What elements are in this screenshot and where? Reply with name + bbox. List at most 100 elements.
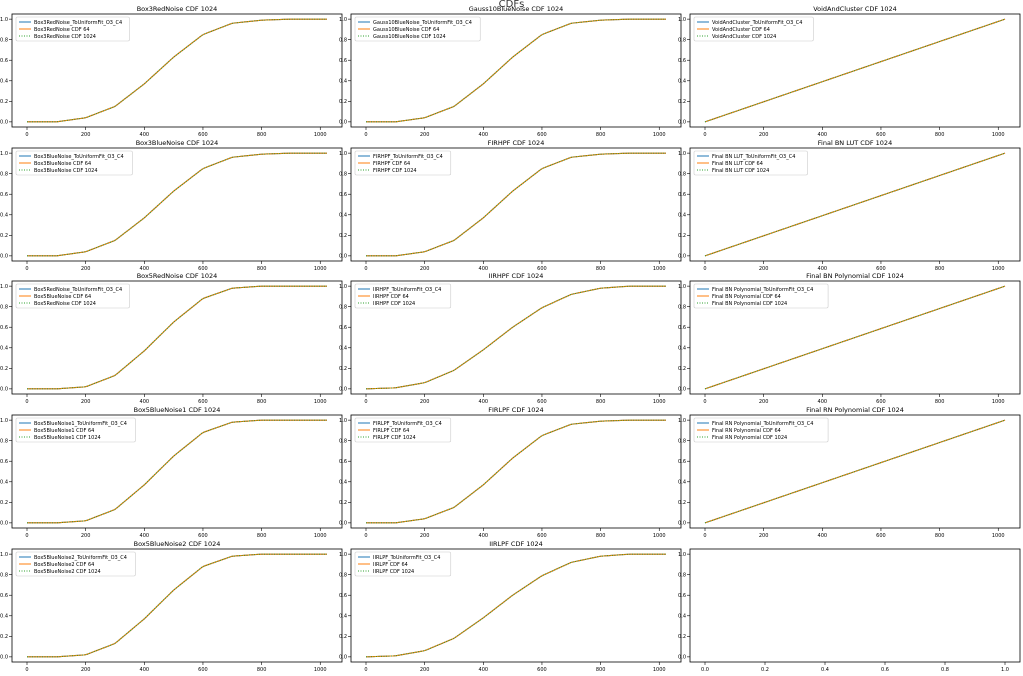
- y-tick-label: 1.0: [339, 284, 347, 290]
- legend-box: [15, 150, 133, 176]
- x-tick-label: 800: [935, 533, 945, 539]
- x-tick-label: 400: [140, 399, 150, 405]
- x-tick-label: 1.0: [1001, 667, 1009, 672]
- legend: Final BN Polynomial_ToUniformFit_O3_C4Fi…: [693, 283, 829, 309]
- legend-label: Box5BlueNoise2 CDF 1024: [34, 569, 101, 575]
- y-tick-label: 0.6: [678, 325, 686, 331]
- y-tick-label: 0.2: [0, 99, 8, 105]
- y-tick-label: 0.2: [339, 99, 347, 105]
- legend-label: VoidAndCluster CDF 1024: [712, 34, 776, 40]
- legend-label: Final RN Polynomial_ToUniformFit_O3_C4: [712, 421, 813, 427]
- legend-label: FIRLPF CDF 1024: [373, 435, 416, 441]
- y-tick-label: 0.0: [678, 387, 686, 393]
- legend-label: Final BN LUT CDF 64: [712, 161, 763, 167]
- x-tick-label: 600: [537, 533, 547, 539]
- x-tick-label: 200: [81, 667, 91, 672]
- x-tick-label: 400: [818, 266, 828, 272]
- x-tick-label: 0: [364, 399, 367, 405]
- x-tick-label: 400: [140, 132, 150, 138]
- x-tick-label: 200: [81, 533, 91, 539]
- x-tick-label: 800: [596, 667, 606, 672]
- y-tick-label: 0.8: [678, 438, 686, 444]
- x-tick-label: 0: [25, 266, 28, 272]
- legend-label: Gauss10BlueNoise_ToUniformFit_O3_C4: [373, 20, 472, 26]
- legend-label: IIRHPF_ToUniformFit_O3_C4: [373, 287, 441, 293]
- y-tick-label: 0.8: [0, 37, 8, 43]
- axes-frame: [689, 548, 1021, 663]
- subplot: VoidAndCluster CDF 1024 0 200 400 600 800 1000…: [678, 5, 1021, 138]
- y-tick-label: 0.4: [678, 213, 686, 219]
- subplot: Box5RedNoise CDF 1024 0 200 400 600 800 1000 0.…: [0, 272, 343, 405]
- y-tick-label: 0.4: [678, 79, 686, 85]
- x-tick-label: 1000: [992, 399, 1005, 405]
- x-tick-label: 400: [140, 667, 150, 672]
- x-tick-label: 800: [935, 132, 945, 138]
- y-tick-label: 0.0: [678, 254, 686, 260]
- legend-box: [693, 16, 814, 42]
- legend-box: [354, 551, 452, 577]
- series-line: [704, 152, 1006, 257]
- y-tick-label: 0.8: [0, 438, 8, 444]
- legend-label: Box5BlueNoise1 CDF 1024: [34, 435, 101, 441]
- x-tick-label: 0: [364, 266, 367, 272]
- legend-box: [15, 283, 130, 309]
- y-tick-label: 0.4: [339, 346, 347, 352]
- series-line: [704, 285, 1006, 390]
- subplot: IIRLPF CDF 1024 0 200 400 600 800 1000 0.0 0.2 0.…: [339, 540, 682, 673]
- x-tick-label: 200: [759, 533, 769, 539]
- x-tick-label: 800: [257, 132, 267, 138]
- y-tick-label: 0.8: [678, 304, 686, 310]
- y-tick-label: 0.2: [339, 500, 347, 506]
- y-tick-label: 0.2: [339, 366, 347, 372]
- y-tick-label: 0.4: [339, 79, 347, 85]
- y-tick-label: 0.0: [0, 254, 8, 260]
- x-tick-label: 800: [596, 132, 606, 138]
- subplot: Gauss10BlueNoise CDF 1024 0 200 400 600 800 10…: [339, 5, 682, 138]
- x-tick-label: 1000: [992, 132, 1005, 138]
- legend-label: Box3RedNoise CDF 1024: [34, 34, 96, 40]
- y-tick-label: 1.0: [678, 17, 686, 23]
- y-tick-label: 0.6: [339, 459, 347, 465]
- subplot: IIRHPF CDF 1024 0 200 400 600 800 1000 0.0 0.2 0.…: [339, 272, 682, 405]
- y-tick-label: 1.0: [339, 17, 347, 23]
- y-tick-label: 0.8: [339, 304, 347, 310]
- x-tick-label: 0: [703, 132, 706, 138]
- y-tick-label: 0.6: [339, 192, 347, 198]
- x-tick-label: 1000: [314, 132, 327, 138]
- subplot-title: Box5RedNoise CDF 1024: [137, 272, 218, 280]
- subplot-title: Box5BlueNoise1 CDF 1024: [134, 406, 221, 414]
- subplot-title: Box3BlueNoise CDF 1024: [136, 139, 219, 147]
- legend-label: Box5BlueNoise1 CDF 64: [34, 428, 94, 434]
- x-tick-label: 1000: [653, 667, 666, 672]
- legend-box: [354, 417, 452, 443]
- legend-label: Gauss10BlueNoise CDF 1024: [373, 34, 446, 40]
- y-tick-label: 0.2: [0, 233, 8, 239]
- subplot-title: Final BN LUT CDF 1024: [818, 139, 892, 147]
- legend-label: Final RN Polynomial CDF 64: [712, 428, 781, 434]
- legend-label: FIRLPF_ToUniformFit_O3_C4: [373, 421, 442, 427]
- y-tick-label: 0.4: [339, 480, 347, 486]
- x-tick-label: 200: [420, 132, 430, 138]
- legend: Final RN Polynomial_ToUniformFit_O3_C4Fi…: [693, 417, 829, 443]
- series-line: [27, 18, 327, 123]
- x-tick-label: 800: [596, 533, 606, 539]
- y-tick-label: 0.4: [678, 480, 686, 486]
- legend-label: Box5RedNoise_ToUniformFit_O3_C4: [34, 287, 122, 293]
- legend-label: FIRHPF CDF 1024: [373, 168, 417, 174]
- subplot-title: Gauss10BlueNoise CDF 1024: [469, 5, 564, 13]
- y-tick-label: 0.0: [339, 655, 347, 661]
- x-tick-label: 800: [935, 266, 945, 272]
- y-tick-label: 0.6: [0, 459, 8, 465]
- y-tick-label: 0.2: [678, 366, 686, 372]
- series-line: [366, 419, 666, 524]
- series-line: [27, 419, 327, 524]
- subplot: FIRHPF CDF 1024 0 200 400 600 800 1000 0.0 0.2 0.…: [339, 139, 682, 272]
- y-tick-label: 0.8: [339, 37, 347, 43]
- y-tick-label: 0.4: [0, 614, 8, 620]
- legend-label: Box3BlueNoise CDF 64: [34, 161, 91, 167]
- y-tick-label: 1.0: [0, 418, 8, 424]
